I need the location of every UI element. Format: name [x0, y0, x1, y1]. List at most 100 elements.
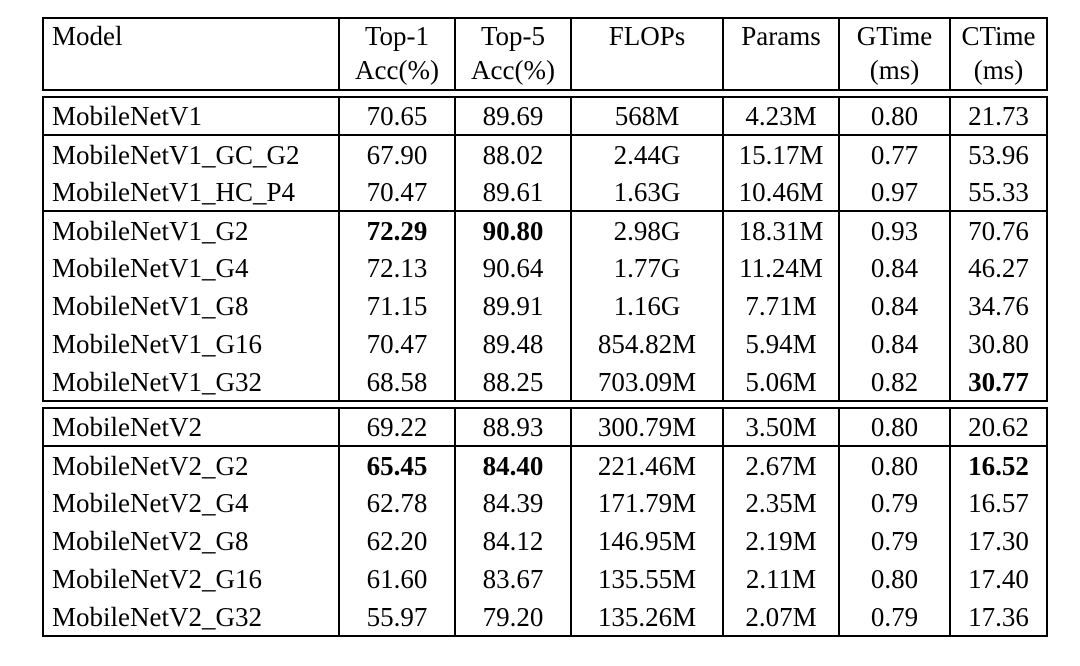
cell-model: MobileNetV1_G32: [42, 363, 340, 401]
table-header-block: Model Top-1 Acc(%) Top-5 Acc(%) FLOPs Params GT…: [42, 17, 1048, 91]
column-header-line2: [725, 53, 837, 87]
cell-ctime: 17.40: [949, 560, 1048, 598]
cell-flops: 171.79M: [570, 484, 724, 522]
table-row: MobileNetV1_G16 70.47 89.48 854.82M 5.94M 0.8…: [42, 325, 1048, 363]
cell-params: 7.71M: [722, 287, 840, 325]
column-header-gtime: GTime (ms): [838, 18, 951, 90]
cell-params: 2.07M: [722, 598, 840, 636]
table-row: MobileNetV2_G2 65.45 84.40 221.46M 2.67M 0.80…: [42, 446, 1048, 484]
cell-top1: 65.45: [338, 446, 456, 484]
column-header-line1: CTime: [961, 21, 1036, 51]
cell-flops: 146.95M: [570, 522, 724, 560]
cell-gtime: 0.79: [838, 484, 951, 522]
cell-flops: 854.82M: [570, 325, 724, 363]
cell-top1: 72.13: [338, 249, 456, 287]
cell-params: 11.24M: [722, 249, 840, 287]
cell-gtime: 0.82: [838, 363, 951, 401]
cell-top5: 79.20: [454, 598, 572, 636]
cell-top1: 70.47: [338, 173, 456, 212]
cell-top1: 70.47: [338, 325, 456, 363]
column-header-line1: FLOPs: [608, 21, 686, 51]
cell-gtime: 0.77: [838, 135, 951, 173]
column-header-line2: [52, 53, 337, 87]
table-row: MobileNetV1_G4 72.13 90.64 1.77G 11.24M 0.84 4…: [42, 249, 1048, 287]
mobilenet-v1-block: MobileNetV1 70.65 89.69 568M 4.23M 0.80 21.73 M…: [42, 96, 1048, 402]
cell-ctime: 17.36: [949, 598, 1048, 636]
table-row: MobileNetV1_G32 68.58 88.25 703.09M 5.06M 0.8…: [42, 363, 1048, 401]
cell-flops: 135.26M: [570, 598, 724, 636]
cell-top1: 71.15: [338, 287, 456, 325]
cell-gtime: 0.93: [838, 211, 951, 249]
header-row: Model Top-1 Acc(%) Top-5 Acc(%) FLOPs Params GT…: [42, 18, 1048, 90]
cell-gtime: 0.79: [838, 598, 951, 636]
cell-top5: 84.12: [454, 522, 572, 560]
cell-top1: 70.65: [338, 97, 456, 136]
cell-top1: 62.78: [338, 484, 456, 522]
cell-top5: 88.93: [454, 408, 572, 447]
cell-top1: 61.60: [338, 560, 456, 598]
cell-model: MobileNetV1_G8: [42, 287, 340, 325]
cell-top1: 69.22: [338, 408, 456, 447]
cell-top5: 83.67: [454, 560, 572, 598]
cell-top1: 72.29: [338, 211, 456, 249]
model-comparison-table: Model Top-1 Acc(%) Top-5 Acc(%) FLOPs Params GT…: [42, 17, 1048, 637]
cell-top5: 89.61: [454, 173, 572, 212]
cell-params: 2.19M: [722, 522, 840, 560]
cell-params: 3.50M: [722, 408, 840, 447]
cell-model: MobileNetV1: [42, 97, 340, 136]
cell-gtime: 0.84: [838, 287, 951, 325]
column-header-model: Model: [42, 18, 340, 90]
cell-gtime: 0.80: [838, 97, 951, 136]
cell-gtime: 0.84: [838, 325, 951, 363]
cell-params: 15.17M: [722, 135, 840, 173]
cell-model: MobileNetV1_GC_G2: [42, 135, 340, 173]
cell-gtime: 0.84: [838, 249, 951, 287]
column-header-line1: Top-5: [480, 21, 546, 51]
column-header-line2: Acc(%): [471, 55, 555, 85]
column-header-top5: Top-5 Acc(%): [454, 18, 572, 90]
table-row: MobileNetV1_G2 72.29 90.80 2.98G 18.31M 0.93 7…: [42, 211, 1048, 249]
column-header-line2: (ms): [869, 55, 920, 85]
cell-params: 2.67M: [722, 446, 840, 484]
table-row: MobileNetV2_G32 55.97 79.20 135.26M 2.07M 0.7…: [42, 598, 1048, 636]
cell-top5: 89.91: [454, 287, 572, 325]
column-header-top1: Top-1 Acc(%): [338, 18, 456, 90]
cell-ctime: 34.76: [949, 287, 1048, 325]
cell-model: MobileNetV1_G16: [42, 325, 340, 363]
column-header-ctime: CTime (ms): [949, 18, 1048, 90]
cell-top1: 67.90: [338, 135, 456, 173]
cell-ctime: 21.73: [949, 97, 1048, 136]
cell-model: MobileNetV1_G2: [42, 211, 340, 249]
cell-params: 5.94M: [722, 325, 840, 363]
cell-ctime: 53.96: [949, 135, 1048, 173]
cell-flops: 1.77G: [570, 249, 724, 287]
cell-ctime: 30.77: [949, 363, 1048, 401]
cell-gtime: 0.97: [838, 173, 951, 212]
cell-ctime: 20.62: [949, 408, 1048, 447]
cell-flops: 300.79M: [570, 408, 724, 447]
cell-model: MobileNetV1_HC_P4: [42, 173, 340, 212]
cell-top5: 90.80: [454, 211, 572, 249]
cell-model: MobileNetV2_G4: [42, 484, 340, 522]
cell-ctime: 17.30: [949, 522, 1048, 560]
cell-ctime: 16.57: [949, 484, 1048, 522]
cell-flops: 703.09M: [570, 363, 724, 401]
cell-gtime: 0.79: [838, 522, 951, 560]
cell-gtime: 0.80: [838, 446, 951, 484]
cell-top5: 88.25: [454, 363, 572, 401]
table-row: MobileNetV1_G8 71.15 89.91 1.16G 7.71M 0.84 34…: [42, 287, 1048, 325]
column-header-line1: Model: [52, 21, 123, 51]
cell-top1: 55.97: [338, 598, 456, 636]
cell-flops: 1.63G: [570, 173, 724, 212]
cell-model: MobileNetV2_G32: [42, 598, 340, 636]
column-header-line2: Acc(%): [355, 55, 439, 85]
cell-top1: 68.58: [338, 363, 456, 401]
column-header-line1: Top-1: [364, 21, 430, 51]
cell-params: 4.23M: [722, 97, 840, 136]
cell-top5: 84.40: [454, 446, 572, 484]
cell-top5: 89.69: [454, 97, 572, 136]
column-header-line2: (ms): [973, 55, 1024, 85]
table-row: MobileNetV2_G16 61.60 83.67 135.55M 2.11M 0.8…: [42, 560, 1048, 598]
cell-flops: 568M: [570, 97, 724, 136]
cell-gtime: 0.80: [838, 408, 951, 447]
